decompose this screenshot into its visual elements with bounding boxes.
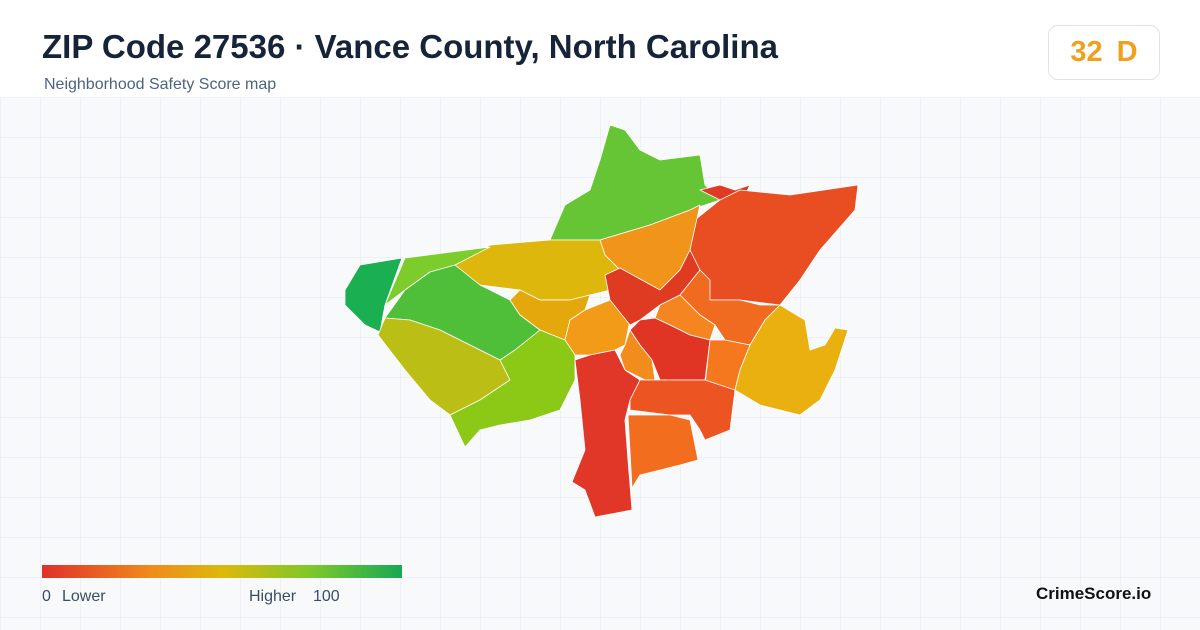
legend-max: 100 [313, 588, 340, 605]
score-value: 32 [1070, 36, 1103, 68]
title: ZIP Code 27536 · Vance County, North Car… [42, 28, 778, 65]
legend-min: 0 [42, 588, 51, 605]
region [344, 257, 403, 333]
score-grade: D [1116, 36, 1138, 68]
brand: CrimeScore.io [1036, 584, 1152, 603]
score-badge: 32 D [1048, 25, 1160, 80]
legend-min-label: Lower [62, 588, 106, 605]
header-bg [0, 0, 1200, 97]
region [734, 304, 849, 416]
legend-gradient [42, 565, 402, 578]
region [564, 299, 631, 356]
region [629, 379, 736, 441]
legend-max-label: Higher [249, 588, 297, 605]
subtitle: Neighborhood Safety Score map [44, 76, 277, 93]
regions [344, 124, 859, 518]
region [627, 414, 699, 489]
region [571, 349, 641, 518]
